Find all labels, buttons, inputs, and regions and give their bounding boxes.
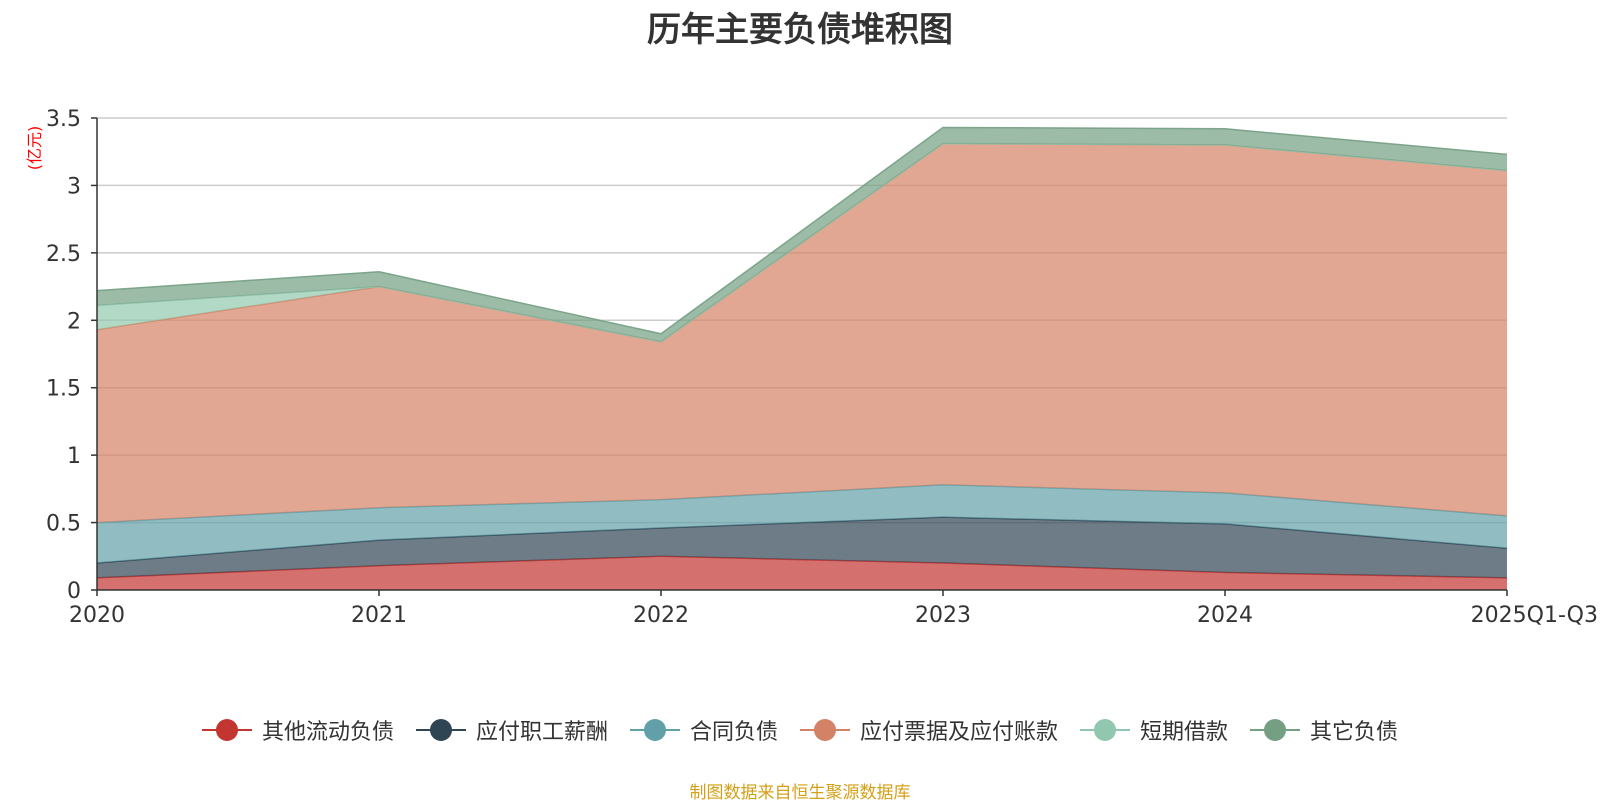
y-tick-label: 3 bbox=[67, 174, 81, 199]
legend-item[interactable]: 合同负债 bbox=[629, 714, 778, 746]
y-tick-label: 3.5 bbox=[46, 107, 81, 132]
legend-label: 合同负债 bbox=[689, 720, 778, 745]
x-tick-label: 2024 bbox=[1197, 603, 1253, 628]
x-tick-label: 2022 bbox=[633, 603, 689, 628]
y-axis-unit-label: (亿元) bbox=[25, 126, 44, 171]
legend-label: 应付职工薪酬 bbox=[475, 720, 608, 745]
legend-marker-icon bbox=[415, 718, 466, 742]
source-note: 制图数据来自恒生聚源数据库 bbox=[689, 783, 911, 803]
legend-label: 其他流动负债 bbox=[261, 720, 394, 745]
x-tick-label: 2020 bbox=[69, 603, 125, 628]
legend-label: 应付票据及应付账款 bbox=[860, 720, 1059, 745]
series-area bbox=[97, 143, 1507, 523]
legend-item[interactable]: 其他流动负债 bbox=[201, 714, 394, 746]
x-tick-label: 2025Q1-Q3 bbox=[1471, 603, 1598, 628]
chart-title: 历年主要负债堆积图 bbox=[647, 10, 953, 50]
legend: 其他流动负债 应付职工薪酬 合同负债 应付票据及应付账款 短期借款 其它负债 bbox=[0, 714, 1600, 746]
y-tick-label: 0.5 bbox=[46, 512, 81, 537]
legend-marker-icon bbox=[1250, 718, 1301, 742]
legend-item[interactable]: 其它负债 bbox=[1250, 714, 1398, 746]
legend-item[interactable]: 短期借款 bbox=[1080, 714, 1228, 746]
legend-marker-icon bbox=[800, 718, 850, 742]
axes: 0 0.5 1 1.5 2 2.5 3 3.5 2020 2021 2022 2023 2024 2025… bbox=[46, 107, 1598, 628]
series-line bbox=[96, 126, 1508, 335]
legend-marker-icon bbox=[629, 718, 680, 742]
series-area bbox=[97, 127, 1507, 342]
legend-item[interactable]: 应付职工薪酬 bbox=[415, 714, 608, 746]
legend-marker-icon bbox=[201, 718, 252, 742]
legend-label: 短期借款 bbox=[1140, 720, 1229, 745]
series-area bbox=[97, 484, 1507, 564]
series-area bbox=[97, 517, 1507, 578]
y-tick-label: 1 bbox=[67, 444, 81, 469]
y-tick-label: 0 bbox=[67, 579, 81, 604]
y-tick-label: 2 bbox=[67, 309, 81, 334]
y-tick-label: 1.5 bbox=[46, 377, 81, 402]
series-area bbox=[97, 556, 1507, 590]
series-line bbox=[96, 555, 1508, 579]
legend-item[interactable]: 应付票据及应付账款 bbox=[800, 714, 1058, 746]
legend-marker-icon bbox=[1080, 718, 1131, 742]
legend-label: 其它负债 bbox=[1310, 720, 1399, 745]
series-areas bbox=[96, 126, 1508, 590]
x-tick-label: 2021 bbox=[351, 603, 407, 628]
x-tick-label: 2023 bbox=[915, 603, 971, 628]
y-tick-label: 2.5 bbox=[46, 242, 81, 267]
